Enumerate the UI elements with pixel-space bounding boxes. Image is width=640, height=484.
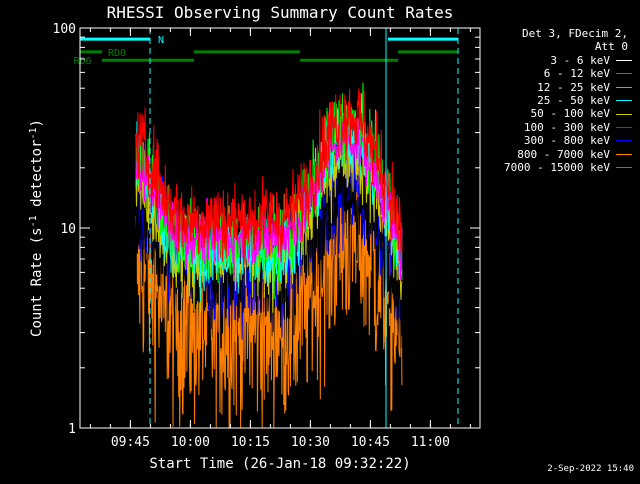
legend-entry-label: 100 - 300 keV — [523, 120, 610, 134]
legend-swatch — [616, 127, 632, 129]
x-tick-label-1: 10:00 — [171, 435, 210, 450]
legend-entry-label: 800 - 7000 keV — [517, 147, 610, 161]
legend-entry-label: 25 - 50 keV — [537, 94, 610, 108]
y-tick-label-1: 10 — [60, 222, 76, 237]
legend-swatch — [616, 113, 632, 115]
legend-entry: 3 - 6 keV — [478, 54, 632, 67]
x-tick-label-4: 10:45 — [351, 435, 390, 450]
y-tick-label-2: 100 — [53, 22, 76, 37]
timestamp: 2-Sep-2022 15:40 — [547, 464, 634, 474]
legend-swatch — [616, 100, 632, 102]
x-tick-label-5: 11:00 — [411, 435, 450, 450]
legend-header-2: Att 0 — [594, 40, 628, 54]
legend-entry: 6 - 12 keV — [478, 67, 632, 80]
chart-title: RHESSI Observing Summary Count Rates — [107, 3, 454, 22]
legend-swatch — [616, 140, 632, 142]
y-axis-label-mid: detector — [29, 140, 45, 216]
annotation-label-RD0: RD0 — [108, 48, 126, 59]
annotation-label-N: N — [158, 35, 164, 46]
legend-swatch — [616, 73, 632, 75]
x-tick-label-0: 09:45 — [111, 435, 150, 450]
series-6-12keV — [135, 115, 403, 281]
legend-entry-label: 12 - 25 keV — [537, 80, 610, 94]
y-tick-label-0: 1 — [68, 422, 76, 437]
legend-entry-label: 3 - 6 keV — [550, 53, 610, 67]
legend-entry: 100 - 300 keV — [478, 121, 632, 134]
legend: Det 3, FDecim 2, Att 0 3 - 6 keV 6 - 12 k… — [478, 27, 632, 174]
legend-entry: 12 - 25 keV — [478, 81, 632, 94]
legend-entry-label: 7000 - 15000 keV — [504, 161, 610, 175]
x-axis-label: Start Time (26-Jan-18 09:32:22) — [149, 456, 410, 472]
legend-header-1: Det 3, FDecim 2, — [522, 27, 628, 40]
legend-rows: 3 - 6 keV 6 - 12 keV 12 - 25 keV 25 - 50 ke… — [478, 54, 632, 175]
y-axis-label-exp2: -1 — [28, 127, 39, 139]
legend-swatch — [616, 153, 632, 155]
y-axis-label-main: Count Rate (s — [29, 227, 45, 337]
legend-swatch — [616, 167, 632, 169]
legend-swatch — [616, 60, 632, 62]
legend-entry-label: 300 - 800 keV — [523, 134, 610, 148]
y-axis-label-exp1: -1 — [28, 215, 39, 227]
legend-entry: 800 - 7000 keV — [478, 148, 632, 161]
axes-frame: 09:45 10:00 10:15 10:30 10:45 11:00 1 10 100 — [53, 22, 481, 450]
y-axis-label-close: ) — [29, 119, 45, 127]
legend-entry: 50 - 100 keV — [478, 107, 632, 120]
x-tick-label-3: 10:30 — [291, 435, 330, 450]
legend-swatch — [616, 86, 632, 88]
legend-entry: 7000 - 15000 keV — [478, 161, 632, 174]
legend-entry-label: 6 - 12 keV — [543, 67, 610, 81]
legend-entry: 25 - 50 keV — [478, 94, 632, 107]
annotation-label-RD6: RD6 — [74, 56, 92, 67]
data-layer: N RD0 RD6 — [74, 28, 459, 429]
legend-entry-label: 50 - 100 keV — [530, 107, 610, 121]
x-tick-label-2: 10:15 — [231, 435, 270, 450]
series-100-300keV — [135, 88, 403, 273]
y-axis-label: Count Rate (s-1 detector-1) — [28, 119, 45, 337]
legend-entry: 300 - 800 keV — [478, 134, 632, 147]
